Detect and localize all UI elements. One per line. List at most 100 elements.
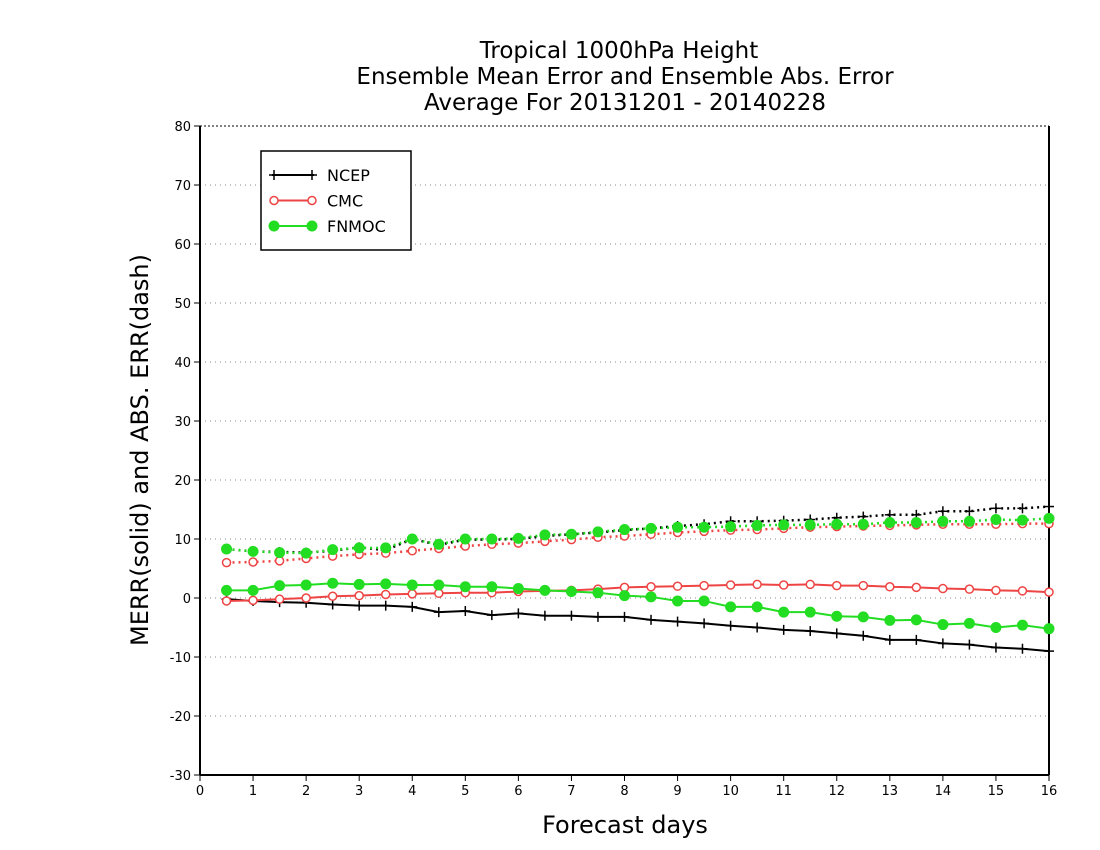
fnmoc-abs-error-point	[725, 521, 737, 533]
fnmoc-abs-error-point	[353, 542, 365, 554]
ncep-mean-error-point	[513, 608, 524, 619]
legend-item-ncep: NCEP	[269, 166, 370, 185]
ncep-mean-error-point	[672, 616, 683, 627]
fnmoc-mean-error-point	[486, 581, 498, 593]
cmc-mean-error-point	[274, 594, 285, 604]
cmc-mean-error-point	[911, 582, 922, 593]
series-cmc	[221, 518, 1054, 606]
fnmoc-abs-error-point	[327, 544, 339, 556]
y-tick-label: 20	[174, 474, 191, 489]
cmc-mean-error-point	[1044, 587, 1054, 597]
fnmoc-abs-error-point	[274, 547, 286, 559]
fnmoc-mean-error-point	[725, 601, 737, 613]
cmc-mean-error-point	[672, 581, 683, 591]
fnmoc-abs-error-point	[645, 522, 657, 534]
fnmoc-mean-error-point	[274, 580, 286, 592]
x-tick-label: 7	[567, 784, 575, 799]
x-axis-label: Forecast days	[542, 811, 708, 839]
cmc-mean-error-point	[858, 580, 869, 591]
fnmoc-mean-error-point	[778, 606, 790, 618]
series-fnmoc	[221, 512, 1055, 635]
ncep-mean-error-point	[566, 610, 577, 621]
ncep-mean-error-point	[433, 607, 444, 618]
fnmoc-mean-error-point	[353, 578, 365, 590]
ncep-mean-error-point	[486, 610, 497, 621]
ncep-mean-error-point	[460, 605, 471, 616]
gridlines	[200, 184, 1049, 717]
cmc-mean-error-point	[407, 589, 417, 599]
cmc-mean-error-point	[1017, 586, 1028, 596]
x-tick-label: 5	[461, 784, 469, 799]
cmc-abs-error-point	[407, 546, 417, 556]
fnmoc-abs-error-point	[247, 545, 259, 557]
fnmoc-mean-error-point	[512, 583, 524, 595]
ncep-mean-error-point	[964, 639, 975, 650]
fnmoc-abs-error-point	[963, 515, 975, 527]
fnmoc-abs-error-point	[672, 521, 684, 533]
fnmoc-mean-error-point	[1043, 623, 1055, 635]
x-tick-label: 10	[722, 784, 739, 799]
fnmoc-mean-error-point	[884, 614, 896, 626]
fnmoc-mean-error-point	[804, 606, 816, 618]
cmc-mean-error-point	[380, 589, 391, 600]
fnmoc-mean-error-point	[963, 617, 975, 629]
legend-label: FNMOC	[327, 217, 386, 236]
ncep-mean-error-point	[831, 628, 842, 639]
fnmoc-abs-error-point	[1043, 512, 1055, 524]
fnmoc-abs-error-point	[990, 514, 1002, 526]
ncep-mean-error-point	[646, 614, 657, 625]
cmc-abs-error-point	[221, 557, 232, 568]
legend-marker	[307, 170, 317, 180]
fnmoc-mean-error-point	[565, 586, 577, 598]
ncep-abs-error-point	[937, 506, 948, 517]
fnmoc-abs-error-point	[433, 538, 445, 550]
y-tick-label: 70	[174, 179, 191, 194]
ncep-mean-error-point	[354, 600, 365, 611]
ncep-mean-error-point	[884, 634, 895, 645]
x-tick-label: 4	[408, 784, 416, 799]
fnmoc-abs-error-point	[565, 528, 577, 540]
ncep-mean-error-point	[1044, 646, 1054, 657]
title-line-2: Ensemble Mean Error and Ensemble Abs. Er…	[356, 64, 894, 90]
cmc-mean-error-point	[327, 591, 338, 601]
x-tick-label: 3	[355, 784, 363, 799]
fnmoc-mean-error-point	[1016, 619, 1028, 631]
cmc-mean-error-point	[805, 579, 815, 590]
fnmoc-abs-error-point	[619, 524, 630, 536]
ncep-mean-error-point	[592, 611, 603, 622]
cmc-mean-error-point	[646, 582, 656, 592]
y-tick-label: 0	[183, 592, 191, 607]
ncep-mean-error-point	[699, 618, 710, 629]
fnmoc-mean-error-point	[327, 577, 339, 589]
x-tick-label: 16	[1041, 784, 1058, 799]
ncep-mean-error-point	[327, 599, 338, 610]
fnmoc-abs-error-point	[857, 518, 869, 530]
fnmoc-mean-error-point	[221, 584, 233, 596]
fnmoc-mean-error-point	[592, 587, 604, 599]
legend-label: NCEP	[327, 166, 370, 185]
cmc-mean-error-point	[938, 583, 948, 594]
fnmoc-abs-error-point	[804, 519, 816, 531]
ncep-mean-error-point	[1017, 643, 1028, 654]
fnmoc-abs-error-point	[380, 542, 392, 554]
legend-marker	[306, 220, 318, 232]
fnmoc-abs-error-point	[221, 543, 233, 555]
x-tick-label: 15	[988, 784, 1005, 799]
fnmoc-mean-error-point	[619, 590, 630, 602]
fnmoc-abs-error-point	[751, 519, 763, 531]
ncep-mean-error-point	[619, 611, 630, 622]
ncep-mean-error-point	[990, 642, 1001, 653]
fnmoc-mean-error-point	[539, 584, 551, 596]
cmc-mean-error-point	[725, 580, 736, 590]
cmc-mean-error-point	[964, 584, 975, 594]
ncep-mean-error-point	[805, 626, 816, 637]
x-tick-label: 14	[935, 784, 952, 799]
y-tick-label: -20	[170, 710, 191, 725]
ncep-mean-error-point	[407, 601, 418, 612]
cmc-mean-error-point	[752, 579, 762, 590]
fnmoc-abs-error-point	[406, 533, 418, 545]
legend-marker	[269, 195, 279, 206]
ncep-mean-error-point	[752, 622, 763, 633]
y-tick-label: -10	[170, 651, 191, 666]
x-tick-label: 1	[249, 784, 257, 799]
